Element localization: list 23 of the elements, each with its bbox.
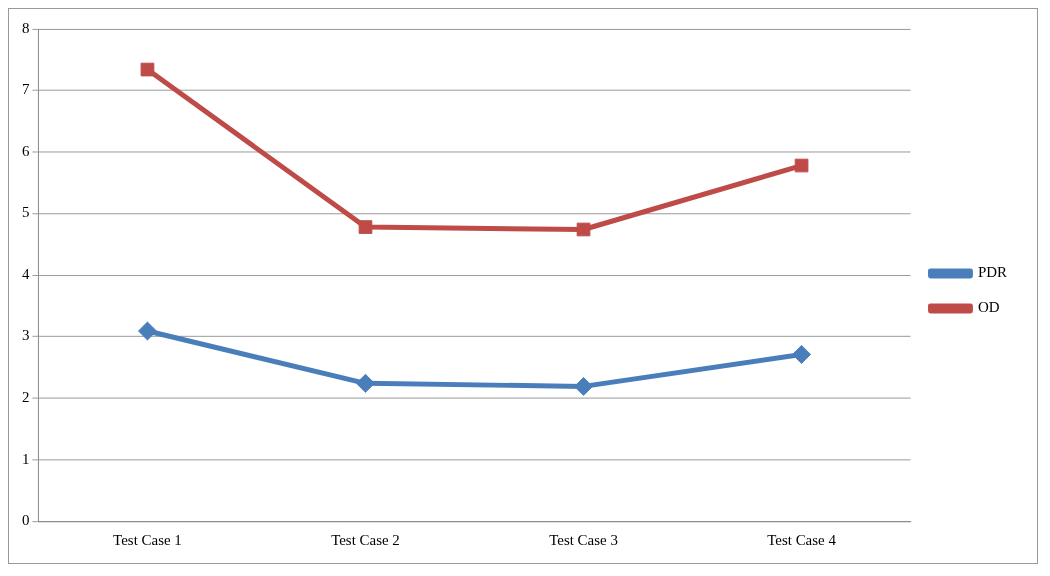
x-tick-label: Test Case 2: [331, 532, 400, 548]
point: [356, 373, 375, 393]
y-tick-label: 5: [21, 204, 30, 221]
y-tick-label: 2: [21, 389, 30, 406]
y-tick-label: 0: [21, 512, 30, 529]
point: [574, 376, 593, 396]
legend-label: PDR: [977, 264, 1008, 281]
legend-label: OD: [977, 299, 1000, 316]
point: [140, 62, 155, 77]
x-tick-label: Test Case 3: [549, 532, 618, 548]
x-tick-label: Test Case 1: [113, 532, 182, 548]
point: [576, 222, 591, 237]
y-tick-label: 3: [21, 327, 30, 344]
y-tick-label: 4: [21, 265, 30, 282]
y-tick-label: 6: [21, 142, 30, 159]
point: [137, 321, 157, 341]
y-tick-label: 7: [21, 81, 30, 98]
point: [792, 344, 812, 364]
x-tick-label: Test Case 4: [767, 532, 837, 548]
point: [358, 220, 373, 234]
y-tick-label: 1: [21, 450, 30, 467]
y-tick-label: 8: [21, 19, 30, 36]
point: [794, 158, 809, 173]
